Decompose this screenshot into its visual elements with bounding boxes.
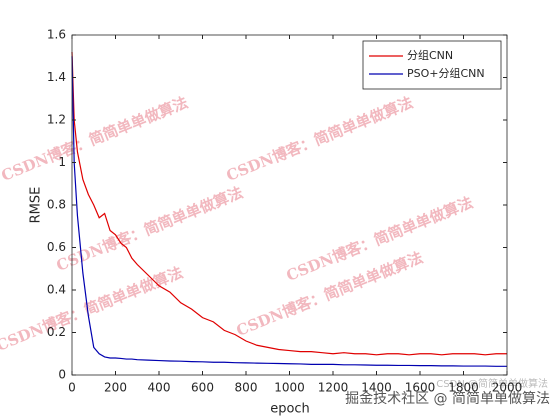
watermark: CSDN博客：简简单单做算法 (0, 93, 190, 184)
x-tick-label: 200 (104, 381, 127, 395)
y-axis-label: RMSE (29, 187, 44, 224)
x-tick-label: 1800 (448, 381, 479, 395)
x-tick-label: 800 (235, 381, 258, 395)
line-series (71, 51, 507, 356)
footer-small-watermark: CSDN @简简单单做算法 (436, 377, 548, 390)
y-tick-label: 1.4 (47, 70, 66, 84)
watermark: CSDN博客：简简单单做算法 (224, 93, 416, 184)
y-tick-label: 0.6 (47, 240, 66, 254)
footer-watermark: 掘金技术社区 @ 简简单单做算法 (345, 390, 550, 407)
x-tick-label: 1200 (318, 381, 349, 395)
y-tick-label: 0.2 (47, 325, 66, 339)
legend-label: PSO+分组CNN (407, 66, 485, 80)
legend-box (362, 40, 502, 90)
x-tick-label: 1000 (274, 381, 305, 395)
legend-label: 分组CNN (407, 48, 453, 62)
x-tick-label: 600 (191, 381, 214, 395)
y-tick-label: 1.2 (47, 113, 66, 127)
x-tick-label: 0 (68, 381, 76, 395)
x-tick-label: 1600 (405, 381, 436, 395)
y-tick-label: 0 (58, 368, 66, 382)
watermark: CSDN博客：简简单单做算法 (54, 183, 246, 274)
y-tick-label: 1.6 (47, 28, 66, 42)
x-tick-label: 2000 (492, 381, 523, 395)
x-tick-label: 1400 (361, 381, 392, 395)
line-series (71, 56, 507, 367)
y-tick-label: 0.8 (47, 198, 66, 212)
x-axis-label: epoch (270, 402, 310, 417)
y-tick-label: 1 (58, 155, 66, 169)
x-tick-label: 400 (148, 381, 171, 395)
y-tick-label: 0.4 (47, 283, 66, 297)
